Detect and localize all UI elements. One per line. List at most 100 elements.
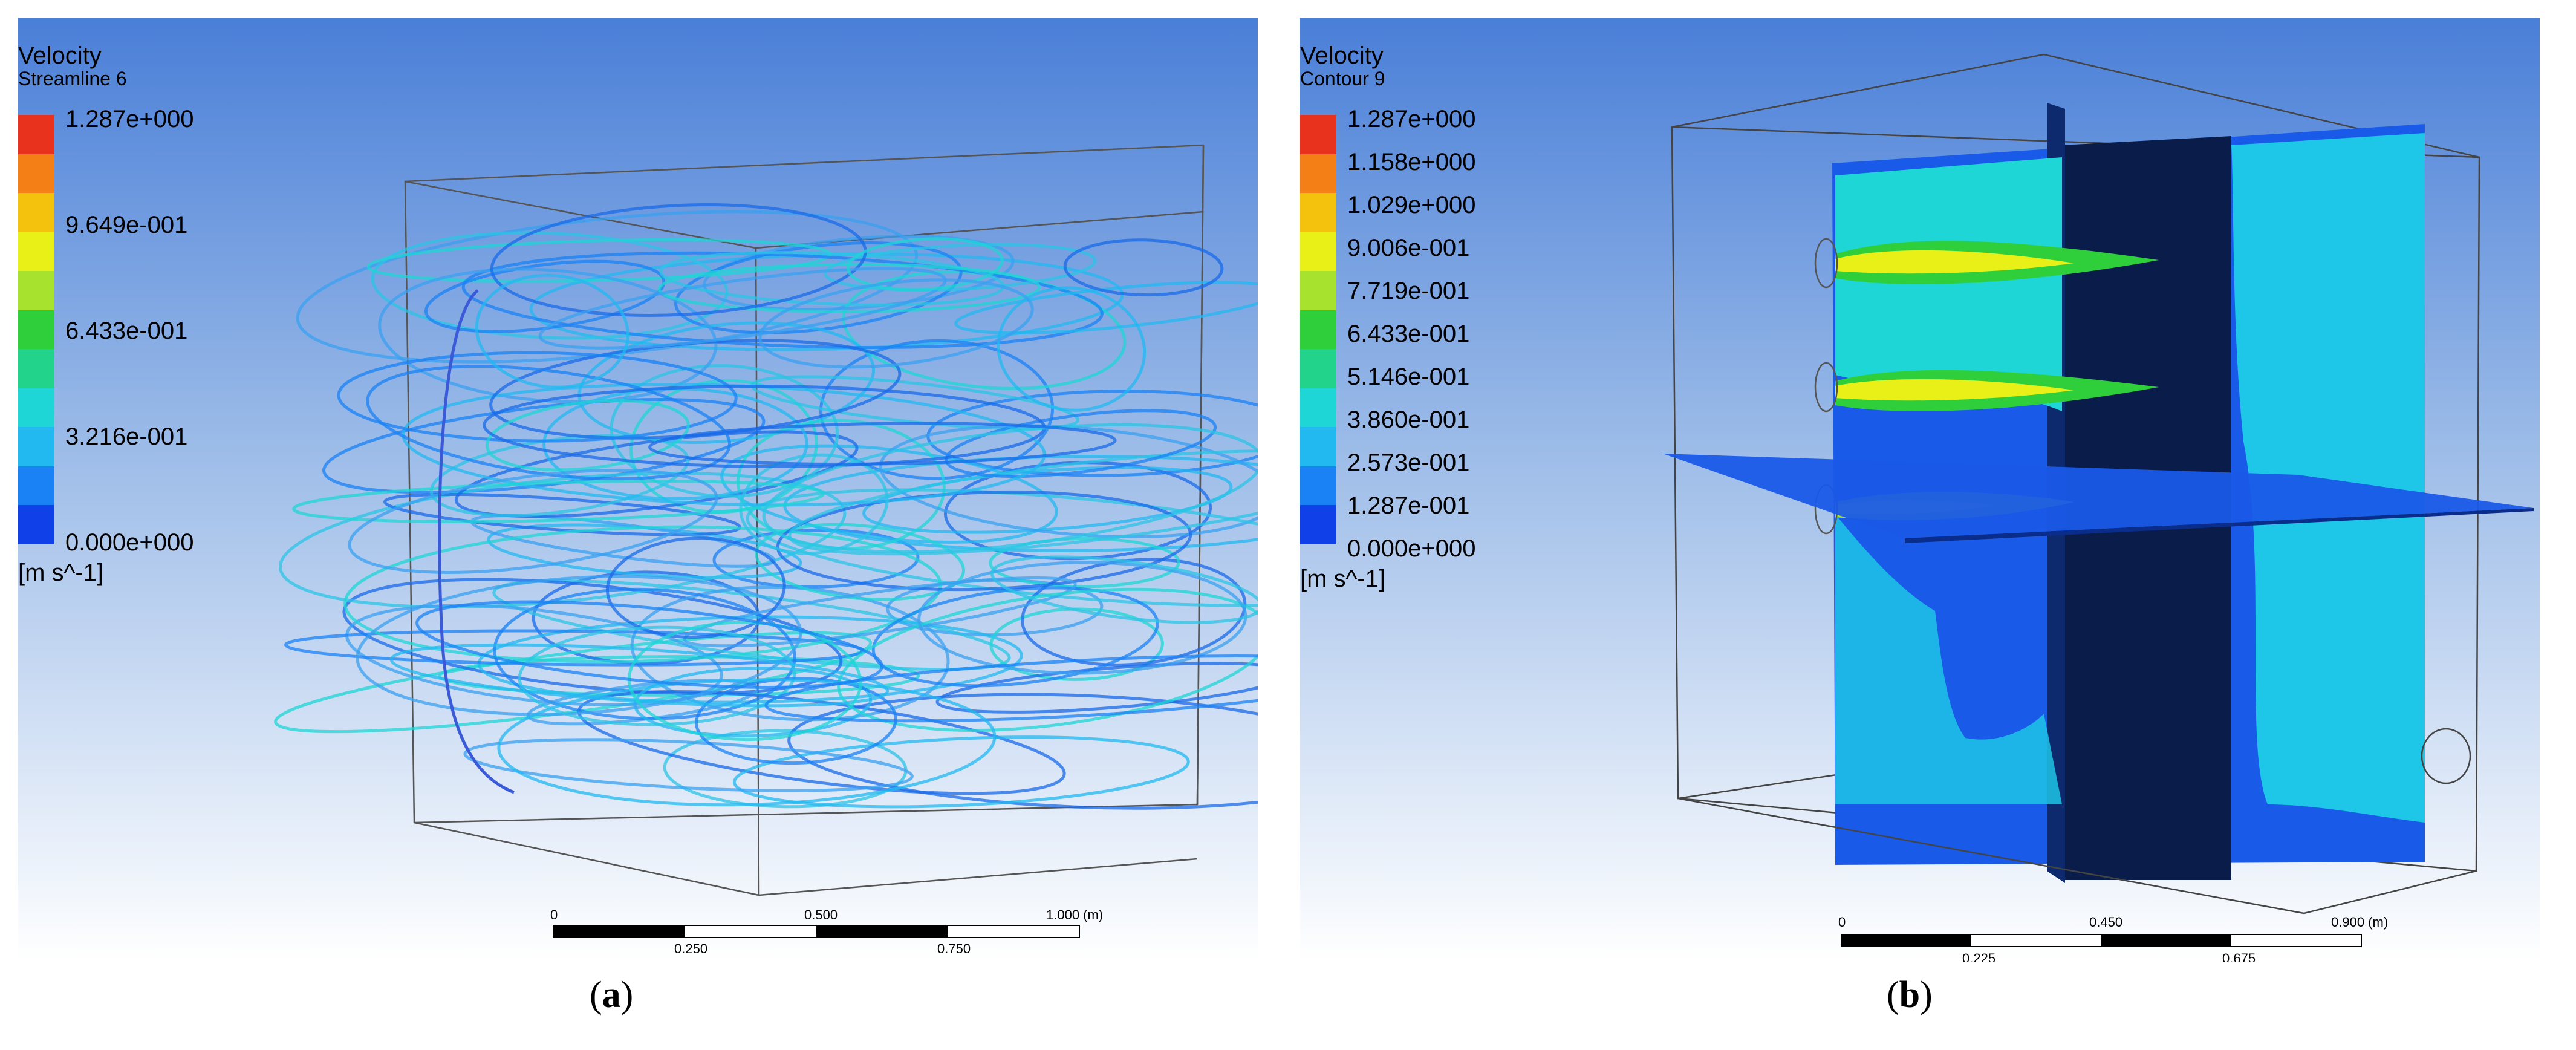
legend-title: Velocity — [18, 42, 102, 69]
colorbar-band — [18, 349, 54, 388]
streamline — [461, 251, 1104, 350]
streamline — [454, 430, 859, 518]
scale-label: 0.675 — [2222, 951, 2256, 962]
legend-label: 3.216e-001 — [65, 423, 188, 450]
legend-subtitle: Contour 9 — [1300, 68, 1385, 90]
colorbar-band — [1300, 310, 1336, 350]
streamline — [837, 587, 1258, 732]
streamline — [322, 398, 766, 494]
streamline — [337, 351, 738, 443]
legend-label: 5.146e-001 — [1347, 364, 1470, 390]
legend-label: 1.158e+000 — [1347, 149, 1476, 175]
colorbar-band — [18, 505, 54, 544]
streamline — [342, 578, 843, 695]
legend-label: 2.573e-001 — [1347, 449, 1470, 476]
streamline — [824, 243, 1097, 292]
streamline — [348, 468, 718, 574]
legend-subtitle: Streamline 6 — [18, 68, 127, 90]
scale-label: 0.450 — [2089, 915, 2123, 930]
colorbar-band — [1300, 115, 1336, 154]
colorbar-band — [18, 466, 54, 506]
scale-label: 0.500 — [804, 907, 838, 922]
scale-label: 0.900 (m) — [2331, 915, 2389, 930]
legend-colorbar — [18, 115, 54, 544]
colorbar-band — [18, 427, 54, 466]
legend-colorbar — [1300, 115, 1336, 544]
streamline-viewport — [274, 144, 1258, 896]
streamline — [935, 662, 1258, 714]
caption-letter: b — [1899, 974, 1921, 1016]
streamline — [712, 528, 920, 589]
streamline — [497, 678, 997, 807]
streamline — [1063, 238, 1224, 297]
streamline — [732, 735, 1190, 809]
inlet-jets — [1835, 241, 2159, 520]
streamline — [776, 490, 1192, 592]
colorbar-band — [1300, 193, 1336, 232]
color-legend: Velocity Streamline 6 1.287e+000 9.649e-… — [18, 30, 381, 599]
legend-label: 9.006e-001 — [1347, 235, 1470, 261]
streamline-panel: Velocity Streamline 6 1.287e+000 9.649e-… — [18, 18, 1258, 962]
streamline — [764, 654, 1258, 723]
legend-label: 3.860e-001 — [1347, 406, 1470, 433]
caption-letter: a — [602, 974, 621, 1016]
streamlines — [274, 203, 1258, 810]
streamline — [990, 555, 1258, 624]
legend-title: Velocity — [1300, 42, 1384, 69]
streamline — [292, 480, 825, 523]
streamline — [879, 424, 1258, 539]
streamline — [493, 587, 796, 720]
colorbar-band — [18, 310, 54, 350]
streamline — [755, 523, 965, 601]
colorbar-band — [1300, 466, 1336, 506]
scale-label: 1.000 (m) — [1046, 907, 1104, 922]
colorbar-band — [18, 232, 54, 272]
colorbar-band — [1300, 154, 1336, 194]
colorbar-band — [1300, 271, 1336, 310]
colorbar-band — [18, 193, 54, 232]
legend-label: 1.287e+000 — [1347, 106, 1476, 132]
streamline — [758, 278, 1034, 369]
scale-label: 0 — [1838, 915, 1846, 930]
legend-label: 1.287e-001 — [1347, 492, 1470, 519]
streamline — [954, 281, 1258, 334]
legend-unit: [m s^-1] — [1300, 566, 1385, 592]
contour-panel: Velocity Contour 9 1.287e+000 1.158e+000… — [1300, 18, 2540, 962]
legend-label: 0.000e+000 — [1347, 535, 1476, 562]
streamline — [463, 738, 914, 792]
horizontal-contour-plane — [1663, 454, 2534, 543]
streamline — [610, 364, 839, 498]
scale-label: 0 — [550, 907, 558, 922]
colorbar-band — [1300, 232, 1336, 272]
streamline — [746, 488, 1258, 607]
streamline — [518, 625, 796, 726]
streamline — [605, 536, 786, 639]
color-legend: Velocity Contour 9 1.287e+000 1.158e+000… — [1300, 30, 1663, 599]
legend-label: 6.433e-001 — [1347, 321, 1470, 347]
streamline — [862, 466, 1233, 534]
streamline — [788, 449, 1258, 556]
colorbar-band — [1300, 505, 1336, 544]
legend-label: 0.000e+000 — [65, 529, 194, 556]
streamline — [415, 600, 883, 689]
scale-label: 0.250 — [674, 941, 708, 956]
legend-unit: [m s^-1] — [18, 559, 103, 586]
streamline — [438, 289, 515, 794]
caption-b: (b) — [1887, 974, 1933, 1016]
streamline — [787, 693, 1258, 810]
streamline — [278, 471, 847, 609]
colorbar-band — [18, 154, 54, 194]
streamline — [485, 399, 690, 472]
colorbar-band — [1300, 427, 1336, 466]
streamline — [648, 422, 1117, 466]
legend-label: 1.029e+000 — [1347, 192, 1476, 218]
scale-label: 0.225 — [1962, 951, 1996, 962]
streamline — [989, 537, 1180, 589]
streamline — [683, 576, 1077, 648]
streamline — [663, 729, 908, 809]
streamline — [630, 585, 950, 722]
colorbar-band — [1300, 388, 1336, 428]
streamline — [475, 273, 629, 389]
legend-label: 6.433e-001 — [65, 318, 188, 344]
streamline — [846, 237, 1004, 292]
